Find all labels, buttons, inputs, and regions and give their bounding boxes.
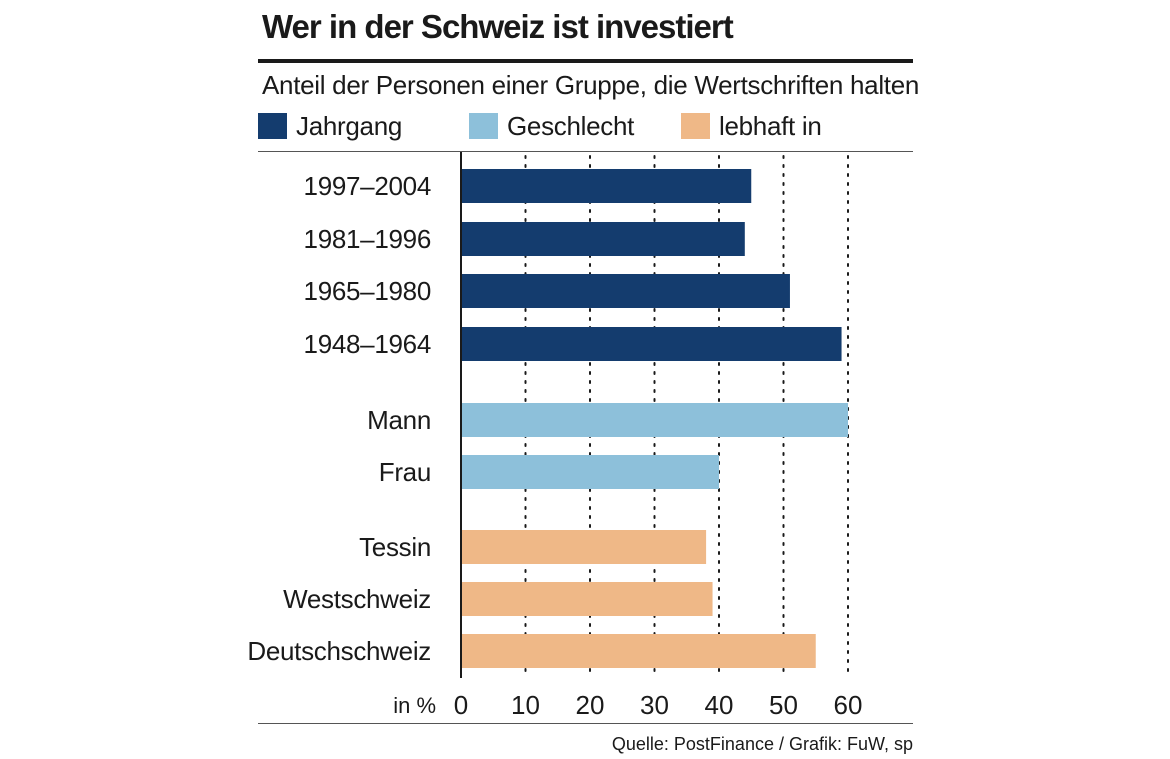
category-label-1948-1964: 1948–1964 [304, 329, 431, 359]
legend-label-lebhaft-in: lebhaft in [719, 110, 822, 141]
bar-frau [461, 455, 719, 489]
tick-label-20: 20 [576, 690, 605, 720]
legend-swatch-lebhaft-in [681, 113, 710, 139]
legend-label-geschlecht: Geschlecht [507, 110, 635, 141]
category-label-tessin: Tessin [359, 532, 431, 562]
category-label-westschweiz: Westschweiz [283, 584, 431, 614]
legend-swatch-geschlecht [469, 113, 498, 139]
bar-1965-1980 [461, 274, 790, 308]
legend-swatch-jahrgang [258, 113, 287, 139]
bar-tessin [461, 530, 707, 564]
bar-1981-1996 [461, 222, 745, 256]
legend-label-jahrgang: Jahrgang [296, 110, 403, 141]
legend-item-geschlecht: Geschlecht [469, 109, 634, 143]
legend-item-jahrgang: Jahrgang [258, 109, 402, 143]
bar-deutschschweiz [461, 634, 816, 668]
bar-westschweiz [461, 582, 713, 616]
bar-1948-1964 [461, 327, 842, 361]
tick-label-0: 0 [454, 690, 468, 720]
tick-label-30: 30 [640, 690, 669, 720]
tick-label-40: 40 [705, 690, 734, 720]
footer-rule [258, 723, 913, 724]
bar-mann [461, 403, 848, 437]
category-label-deutschschweiz: Deutschschweiz [247, 636, 431, 666]
category-label-mann: Mann [367, 405, 431, 435]
legend-item-lebhaft-in: lebhaft in [681, 109, 822, 143]
tick-label-10: 10 [511, 690, 540, 720]
bar-1997-2004 [461, 169, 752, 203]
legend: Jahrgang Geschlecht lebhaft in [258, 109, 913, 143]
title-rule [258, 59, 913, 63]
legend-rule [258, 151, 913, 152]
category-label-1997-2004: 1997–2004 [304, 171, 431, 201]
chart-subtitle: Anteil der Personen einer Gruppe, die We… [262, 70, 920, 100]
category-label-1981-1996: 1981–1996 [304, 224, 431, 254]
source-note: Quelle: PostFinance / Grafik: FuW, sp [611, 734, 913, 754]
category-label-1965-1980: 1965–1980 [304, 276, 431, 306]
chart-title: Wer in der Schweiz ist investiert [262, 8, 734, 45]
tick-label-50: 50 [769, 690, 798, 720]
category-label-frau: Frau [379, 457, 431, 487]
tick-label-60: 60 [834, 690, 863, 720]
x-axis-unit-label: in % [393, 693, 436, 718]
